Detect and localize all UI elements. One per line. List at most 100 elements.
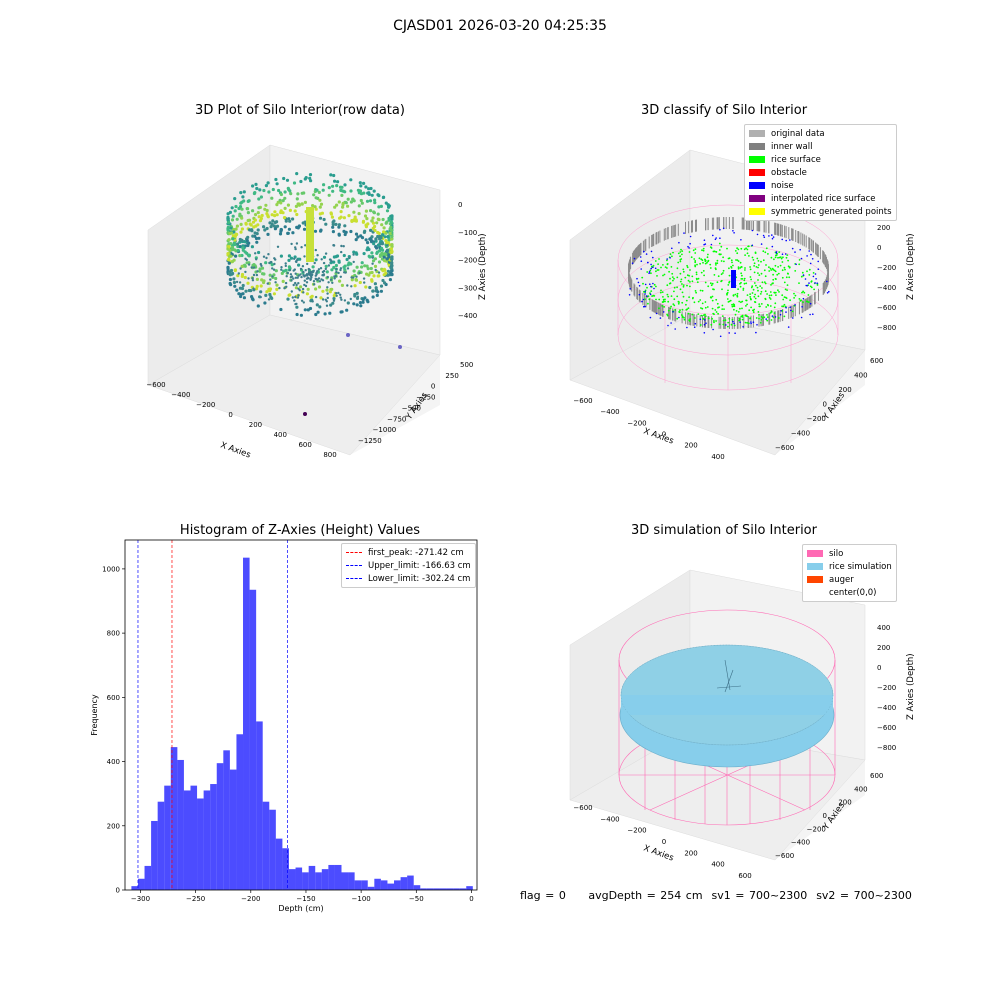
z-tick-label: 0: [458, 201, 462, 209]
raw-point: [286, 297, 290, 301]
rice-surface-point: [764, 290, 767, 293]
raw-point: [250, 245, 254, 249]
noise-point: [643, 250, 645, 253]
rice-surface-point: [721, 308, 724, 310]
noise-point: [639, 256, 642, 258]
raw-point: [273, 227, 277, 231]
rice-surface-point: [746, 252, 749, 255]
rice-surface-point: [740, 266, 743, 268]
raw-point: [303, 308, 307, 312]
raw-point: [371, 262, 374, 265]
rice-surface-point: [681, 316, 684, 318]
noise-point: [805, 284, 807, 287]
raw-point: [295, 260, 298, 264]
rice-surface-point: [658, 307, 660, 310]
rice-surface-point: [647, 302, 649, 305]
noise-point: [714, 238, 717, 241]
rice-surface-point: [788, 266, 791, 269]
noise-point: [688, 247, 690, 249]
rice-surface-point: [662, 298, 665, 301]
rice-surface-point: [761, 281, 764, 284]
raw-point: [370, 235, 374, 239]
raw-point: [377, 249, 382, 253]
rice-surface-point: [794, 270, 797, 272]
raw-point: [252, 191, 256, 196]
rice-surface-point: [762, 259, 765, 262]
raw-point: [247, 263, 251, 266]
raw-point: [254, 182, 258, 186]
rice-surface-point: [783, 303, 786, 306]
raw-point: [247, 218, 252, 222]
raw-point: [270, 260, 273, 264]
raw-point: [244, 270, 247, 274]
raw-point: [279, 254, 283, 258]
raw-point: [321, 188, 325, 192]
rice-surface-point: [800, 275, 803, 278]
rice-surface-point: [759, 321, 762, 324]
raw-point: [327, 186, 331, 190]
rice-surface-point: [711, 307, 714, 310]
rice-surface-point: [770, 294, 773, 297]
raw-point: [294, 247, 297, 251]
raw-point: [350, 278, 354, 282]
noise-point: [771, 245, 774, 248]
inner-wall-point: [636, 247, 638, 259]
noise-point: [704, 243, 707, 245]
raw-point: [343, 271, 346, 274]
noise-point: [641, 300, 643, 303]
rice-surface-point: [770, 311, 773, 313]
rice-surface-point: [788, 276, 791, 279]
raw-point: [374, 286, 378, 290]
rice-surface-point: [782, 298, 785, 301]
rice-surface-point: [678, 311, 680, 313]
raw-point: [358, 280, 362, 285]
raw-point: [340, 250, 343, 254]
histogram-x-tick: −200: [241, 895, 260, 903]
noise-point: [826, 292, 829, 294]
inner-wall-point: [629, 257, 631, 270]
rice-surface-point: [711, 317, 713, 320]
raw-point: [305, 281, 309, 284]
noise-point: [662, 311, 665, 313]
inner-wall-point: [817, 244, 819, 257]
raw-point: [358, 271, 361, 275]
rice-surface-point: [749, 276, 752, 278]
rice-surface-point: [729, 299, 732, 302]
raw-point: [389, 247, 393, 251]
raw-point: [312, 280, 316, 283]
noise-point: [687, 245, 689, 248]
inner-wall-point: [693, 314, 695, 326]
raw-point: [332, 219, 336, 223]
rice-surface-point: [760, 315, 763, 318]
inner-wall-point: [652, 299, 654, 312]
rice-surface-point: [737, 248, 740, 251]
inner-wall-point: [635, 248, 637, 260]
raw-point: [337, 271, 340, 275]
rice-surface-point: [694, 317, 696, 319]
inner-wall-point: [778, 223, 780, 236]
raw-point: [366, 222, 370, 226]
rice-surface-point: [757, 311, 760, 313]
noise-point: [800, 257, 803, 260]
raw-point: [319, 202, 324, 206]
raw-point: [338, 279, 342, 283]
raw-point: [332, 173, 336, 178]
raw-point: [305, 292, 309, 296]
raw-point: [380, 241, 384, 245]
raw-point: [366, 267, 370, 271]
rice-surface-point: [670, 266, 673, 268]
rice-surface-point: [749, 296, 752, 298]
rice-surface-point: [652, 294, 655, 297]
inner-wall-point: [669, 307, 671, 320]
noise-point: [705, 322, 707, 324]
rice-surface-point: [661, 305, 664, 307]
raw-point: [241, 248, 245, 252]
rice-surface-point: [669, 307, 672, 310]
raw-point: [259, 295, 262, 299]
histogram-bar: [236, 734, 244, 890]
raw-point: [318, 305, 322, 309]
z-tick-label: −200: [877, 684, 896, 692]
raw-point: [244, 222, 248, 226]
raw-point: [227, 271, 231, 275]
noise-point: [649, 316, 652, 319]
